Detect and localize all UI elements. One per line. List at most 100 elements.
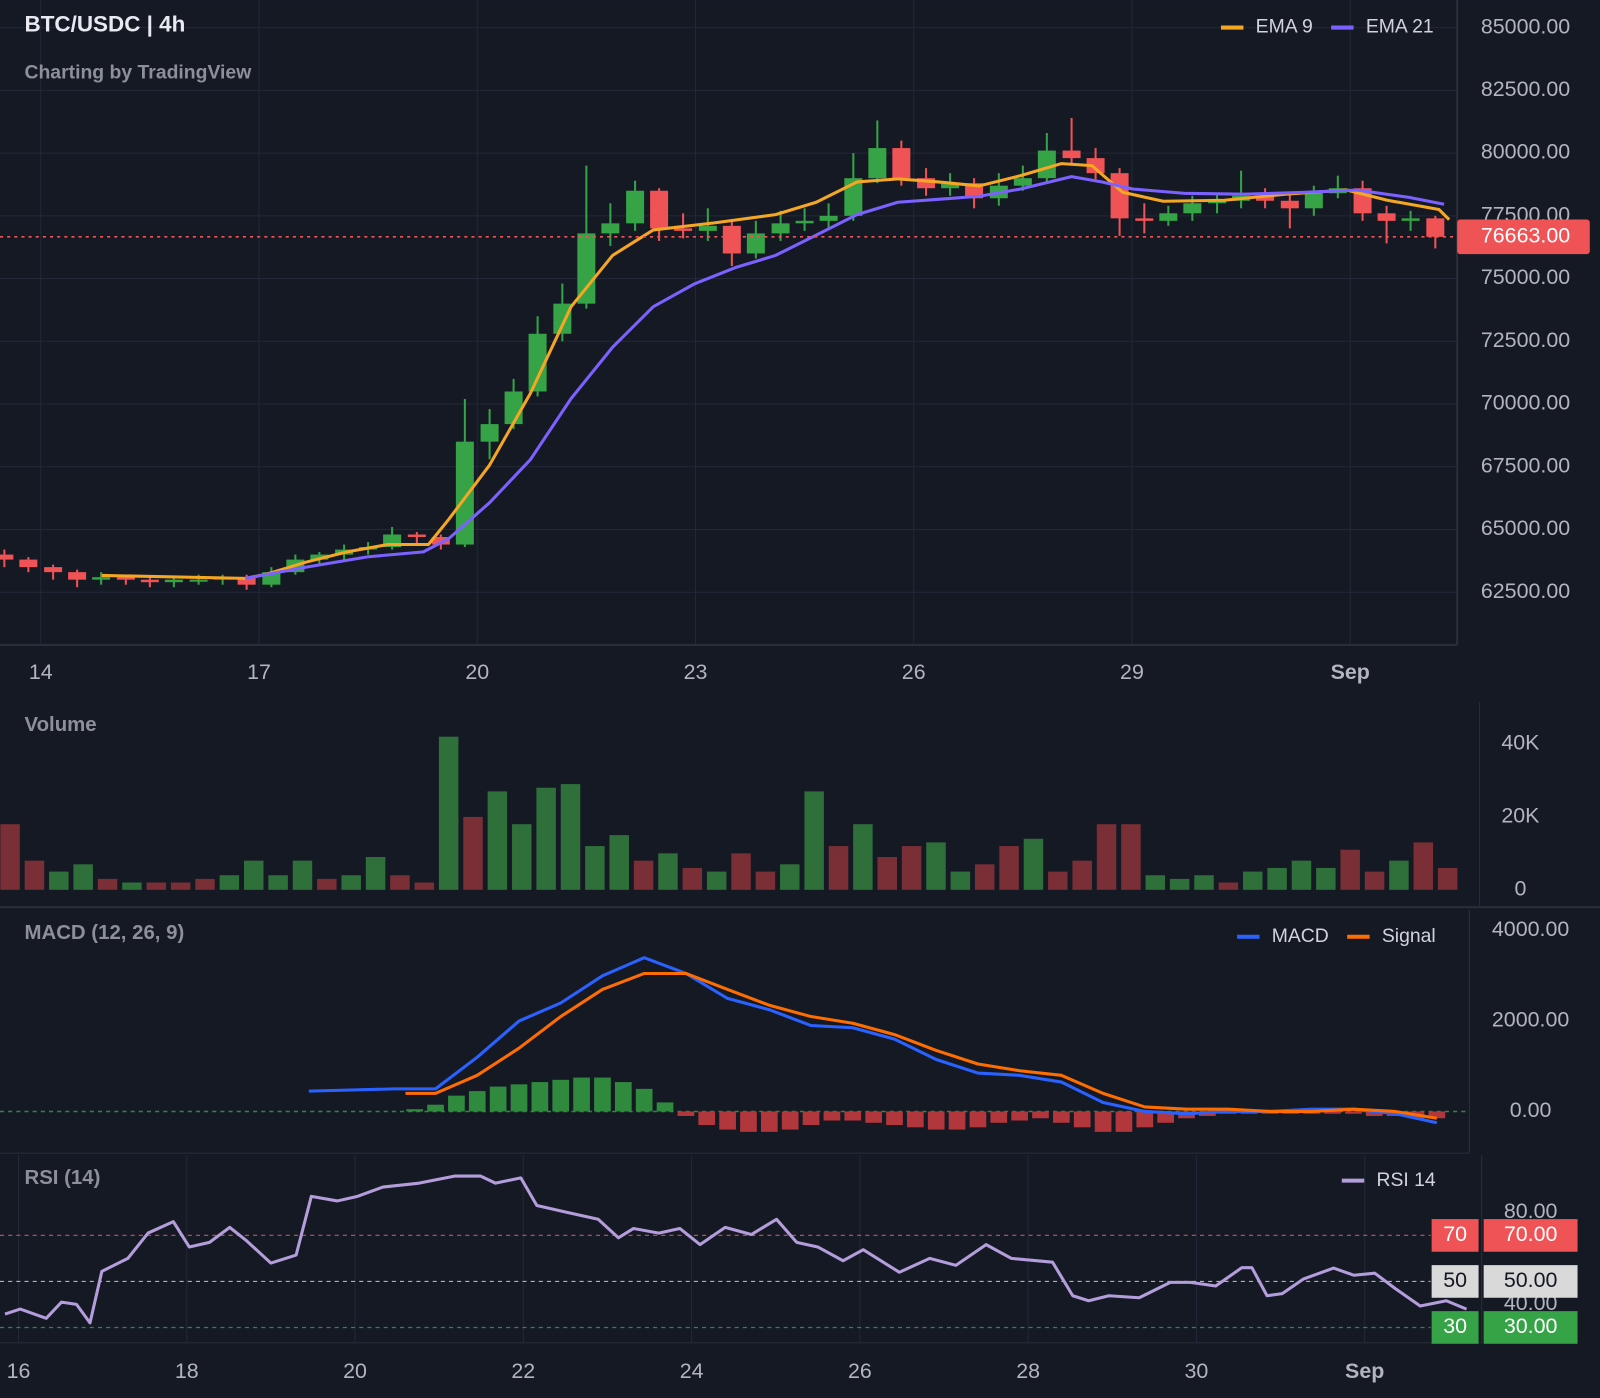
y-tick-label: 65000.00	[1481, 516, 1570, 540]
x-tick-label: 14	[29, 660, 53, 684]
histogram-bar	[1053, 1111, 1070, 1123]
y-tick-label: 82500.00	[1481, 77, 1570, 101]
x-tick-label: 18	[175, 1359, 199, 1383]
volume-bar	[536, 787, 556, 890]
candle-body	[1280, 200, 1299, 209]
candle-body	[1377, 213, 1396, 221]
candle-body	[746, 233, 765, 254]
x-tick-label: 30	[1185, 1359, 1209, 1383]
volume-bar	[1023, 838, 1044, 890]
candle-body	[407, 534, 426, 538]
x-tick-label: 17	[247, 660, 271, 684]
volume-bar	[365, 857, 386, 890]
series-line	[4, 1174, 1468, 1325]
volume-bar	[755, 871, 776, 890]
last-price-label: 76663.00	[1481, 223, 1570, 247]
level-tag	[1431, 1265, 1479, 1298]
candle-body	[1304, 193, 1323, 209]
x-tick-label: 16	[7, 1359, 31, 1383]
histogram-bar	[1136, 1111, 1154, 1128]
candle-body	[868, 148, 887, 179]
x-tick-label: 28	[1016, 1359, 1040, 1383]
histogram-bar	[927, 1111, 945, 1130]
histogram-bar	[781, 1111, 799, 1130]
histogram-bar	[719, 1111, 736, 1130]
histogram-bar	[1115, 1111, 1133, 1132]
histogram-bar	[677, 1111, 695, 1116]
histogram-bar	[1428, 1111, 1446, 1119]
candle-body	[237, 577, 256, 585]
histogram-bar	[990, 1111, 1008, 1123]
volume-bar	[1169, 878, 1190, 890]
x-tick-label: 20	[465, 660, 489, 684]
histogram-bar	[406, 1109, 424, 1112]
histogram-bar	[468, 1091, 486, 1112]
volume-bar	[438, 736, 459, 890]
chart-title: BTC/USDC | 4h	[24, 11, 185, 36]
candle-body	[722, 225, 741, 254]
candle-body	[917, 178, 936, 189]
legend-label: RSI 14	[1376, 1169, 1435, 1191]
volume-bar	[1096, 824, 1117, 890]
histogram-bar	[510, 1084, 528, 1112]
volume-bar	[974, 864, 995, 890]
volume-bar	[512, 824, 532, 890]
candle-body	[504, 391, 523, 425]
volume-bar	[390, 875, 410, 890]
series-line	[101, 162, 1451, 580]
histogram-bar	[427, 1104, 444, 1112]
candle-body	[431, 537, 450, 545]
candle-body	[892, 148, 911, 179]
volume-bar	[999, 846, 1019, 890]
volume-bar	[1413, 842, 1434, 890]
volume-bar	[1121, 824, 1141, 890]
volume-bar	[1316, 867, 1336, 890]
volume-bar	[926, 842, 946, 890]
series-line	[244, 175, 1445, 580]
level-axis-label: 70.00	[1504, 1222, 1558, 1246]
histogram-bar	[489, 1086, 507, 1112]
candle-body	[1110, 173, 1129, 219]
candle-body	[1135, 218, 1154, 221]
histogram-bar	[969, 1111, 987, 1128]
panel-title: Volume	[24, 714, 96, 736]
panel-title: MACD (12, 26, 9)	[24, 922, 184, 944]
volume-bar	[487, 791, 508, 890]
candle-body	[1208, 200, 1227, 204]
histogram-bar	[906, 1111, 924, 1128]
candle-body	[480, 424, 499, 442]
histogram-bar	[865, 1111, 882, 1123]
volume-bar	[97, 878, 118, 890]
histogram-bar	[656, 1102, 674, 1112]
volume-bar	[24, 860, 45, 890]
legend-label: EMA 21	[1366, 16, 1434, 38]
volume-bar	[292, 860, 313, 890]
candle-body	[1062, 150, 1081, 159]
y-tick-label: 80000.00	[1481, 140, 1570, 164]
histogram-bar	[635, 1088, 653, 1112]
series-line	[405, 971, 1438, 1120]
candle-body	[601, 223, 620, 234]
volume-bar	[901, 846, 922, 890]
volume-bar	[853, 824, 873, 890]
candle-body	[819, 215, 838, 221]
volume-bar	[1291, 860, 1312, 890]
y-tick-label: 0.00	[1510, 1098, 1552, 1122]
candle-body	[1426, 218, 1445, 237]
candle-body	[626, 190, 645, 224]
volume-bar	[1389, 860, 1409, 890]
level-axis-label: 30.00	[1504, 1314, 1558, 1338]
panel-title: RSI (14)	[24, 1167, 100, 1189]
legend-label: MACD	[1272, 925, 1329, 947]
volume-bar	[170, 882, 191, 890]
histogram-bar	[1094, 1111, 1112, 1132]
candle-body	[1086, 158, 1105, 174]
level-axis-tag	[1483, 1265, 1578, 1298]
candle-body	[0, 554, 14, 560]
x-tick-label: Sep	[1345, 1359, 1384, 1383]
histogram-bar	[552, 1079, 570, 1112]
volume-bar	[804, 791, 824, 890]
y-tick-label: 70000.00	[1481, 391, 1570, 415]
legend-label: Signal	[1382, 925, 1436, 947]
